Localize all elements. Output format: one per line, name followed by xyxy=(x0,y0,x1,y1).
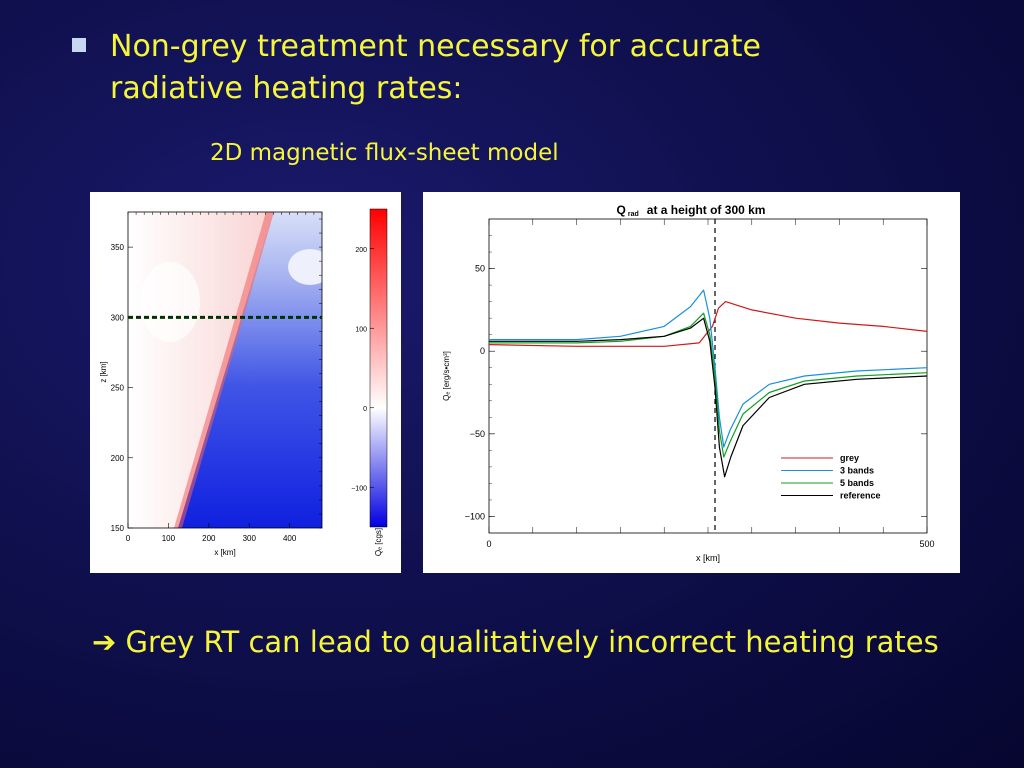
series-line-grey xyxy=(488,301,928,347)
series-line-reference xyxy=(489,317,928,478)
legend-label: 5 bands xyxy=(840,478,874,488)
heatmap-ytick-label: 350 xyxy=(111,243,125,252)
heatmap-ytick-label: 200 xyxy=(111,454,125,463)
heatmap-white-patch xyxy=(140,262,200,342)
series-line-5-bands xyxy=(489,312,928,458)
heatmap-ridge xyxy=(174,212,274,528)
heatmap-ytick-label: 300 xyxy=(111,313,125,322)
series-line-3-bands xyxy=(489,289,928,448)
heatmap-negative-region xyxy=(178,212,322,528)
heatmap-xtick-label: 400 xyxy=(283,534,297,543)
title-main: Q xyxy=(617,203,626,217)
line-chart-xlabel: x [km] xyxy=(696,553,720,563)
heatmap-chart: 0 100 200 300 400 150 200 250 300 350 x [km] z [k… xyxy=(99,208,388,557)
heatmap-pale-patch xyxy=(288,249,322,285)
colorbar-tick-label: 0 xyxy=(363,406,367,413)
conclusion-text: ➔ Grey RT can lead to qualitatively inco… xyxy=(92,625,939,659)
title-rest: at a height of 300 km xyxy=(647,203,766,217)
heatmap-xtick-label: 200 xyxy=(202,534,216,543)
headline-line-2: radiative heating rates: xyxy=(110,71,463,106)
line-chart-ylabel: Qₑ [erg/s•cm³] xyxy=(442,351,451,401)
colorbar-tick-label: 200 xyxy=(355,247,367,254)
legend-label: 3 bands xyxy=(840,466,874,476)
line-xtick-label: 500 xyxy=(919,539,934,549)
legend-label: grey xyxy=(840,453,859,463)
headline-line-1: Non-grey treatment necessary for accurat… xyxy=(110,29,761,64)
bullet-square xyxy=(72,38,86,52)
line-ytick-label: −100 xyxy=(465,511,485,521)
heatmap-panel: 0 100 200 300 400 150 200 250 300 350 x [km] z [k… xyxy=(90,192,401,573)
line-ytick-label: −50 xyxy=(470,429,485,439)
heatmap-ytick-label: 150 xyxy=(111,524,125,533)
line-ytick-label: 0 xyxy=(480,346,485,356)
colorbar xyxy=(369,208,388,528)
bullet-headline: Non-grey treatment necessary for accurat… xyxy=(110,26,830,110)
colorbar-label: Qₑ [cgs] xyxy=(374,528,383,556)
heatmap-xtick-label: 300 xyxy=(243,534,257,543)
heatmap-ylabel: z [km] xyxy=(99,361,108,382)
title-subscript: rad xyxy=(628,211,639,218)
line-xtick-label: 0 xyxy=(486,539,491,549)
model-subtitle: 2D magnetic flux-sheet model xyxy=(210,140,559,166)
line-ytick-label: 50 xyxy=(475,264,485,274)
colorbar-tick-label: 100 xyxy=(355,326,367,333)
heatmap-ytick-label: 250 xyxy=(111,384,125,393)
heatmap-xtick-label: 0 xyxy=(126,534,131,543)
heatmap-xtick-label: 100 xyxy=(162,534,176,543)
legend-label: reference xyxy=(840,491,881,501)
colorbar-tick-label: −100 xyxy=(351,485,367,492)
heatmap-xlabel: x [km] xyxy=(214,548,235,557)
